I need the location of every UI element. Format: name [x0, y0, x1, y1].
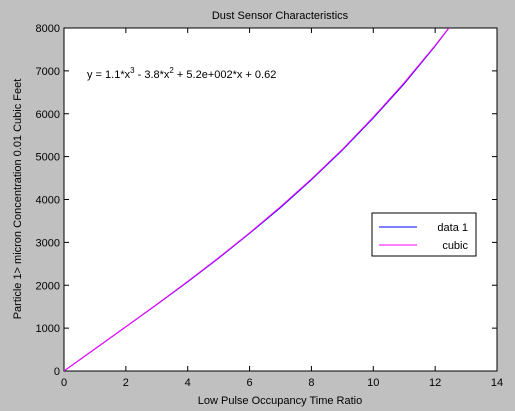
equation-text: - 3.8*x: [135, 69, 170, 81]
y-tick-label: 2000: [36, 280, 60, 292]
x-tick-label: 4: [185, 377, 191, 389]
x-tick-label: 10: [367, 377, 379, 389]
y-tick-label: 0: [54, 366, 60, 378]
x-tick-label: 8: [308, 377, 314, 389]
x-tick-label: 6: [247, 377, 253, 389]
y-tick-label: 5000: [36, 152, 60, 164]
x-axis-label: Low Pulse Occupancy Time Ratio: [198, 395, 362, 407]
legend-label: cubic: [442, 240, 468, 252]
y-tick-label: 1000: [36, 323, 60, 335]
y-axis-label: Particle 1> micron Concentration 0.01 Cu…: [12, 79, 24, 320]
equation-text: y = 1.1*x: [87, 69, 131, 81]
x-tick-label: 14: [491, 377, 503, 389]
equation-superscript: 2: [169, 66, 174, 75]
y-tick-label: 4000: [36, 195, 60, 207]
y-tick-label: 7000: [36, 66, 60, 78]
chart-title: Dust Sensor Characteristics: [212, 10, 349, 22]
data-line: [64, 28, 450, 371]
x-tick-label: 2: [123, 377, 129, 389]
equation-text: + 5.2e+002*x + 0.62: [174, 69, 276, 81]
x-tick-label: 12: [429, 377, 441, 389]
y-tick-label: 6000: [36, 109, 60, 121]
fit-equation: y = 1.1*x3 - 3.8*x2 + 5.2e+002*x + 0.62: [87, 66, 276, 81]
equation-superscript: 3: [130, 66, 135, 75]
y-tick-label: 8000: [36, 23, 60, 35]
plot-area: [63, 27, 498, 372]
legend-label: data 1: [437, 222, 468, 234]
legend-box: [371, 212, 477, 257]
y-tick-label: 3000: [36, 237, 60, 249]
x-tick-label: 0: [61, 377, 67, 389]
